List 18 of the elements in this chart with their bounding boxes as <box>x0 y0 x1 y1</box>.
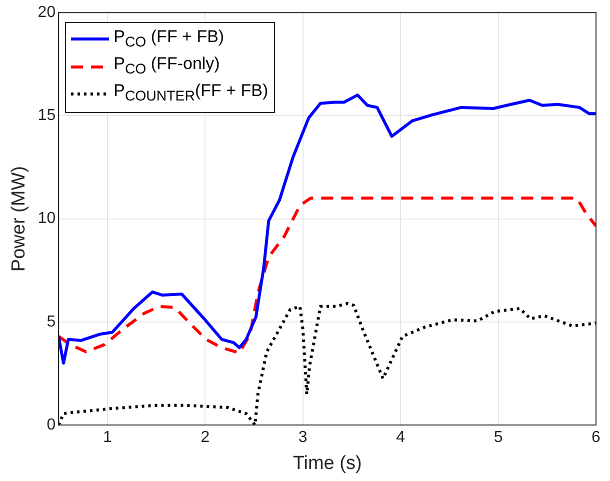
legend-label: P$_{CO}$ (FF-only) <box>114 52 220 80</box>
y-axis-title: Power (MW) <box>8 166 30 272</box>
y-tick-label: 10 <box>38 210 56 228</box>
x-tick-label: 5 <box>494 429 503 446</box>
line-series <box>58 196 596 354</box>
y-tick-label: 5 <box>46 313 56 330</box>
x-tick-label: 1 <box>103 429 112 446</box>
x-axis-title: Time (s) <box>292 452 362 474</box>
x-tick-label: 3 <box>298 429 308 446</box>
x-tick-label: 6 <box>592 429 601 446</box>
legend-label: P$_{COUNTER}$(FF + FB) <box>114 80 268 107</box>
y-tick-label: 20 <box>38 4 56 22</box>
line-series <box>58 302 596 425</box>
y-tick-label: 0 <box>46 416 56 434</box>
x-tick-label: 4 <box>396 429 406 446</box>
y-tick-label: 15 <box>38 107 56 124</box>
legend-label: P$_{CO}$ (FF + FB) <box>114 26 224 52</box>
x-tick-label: 2 <box>200 429 210 446</box>
